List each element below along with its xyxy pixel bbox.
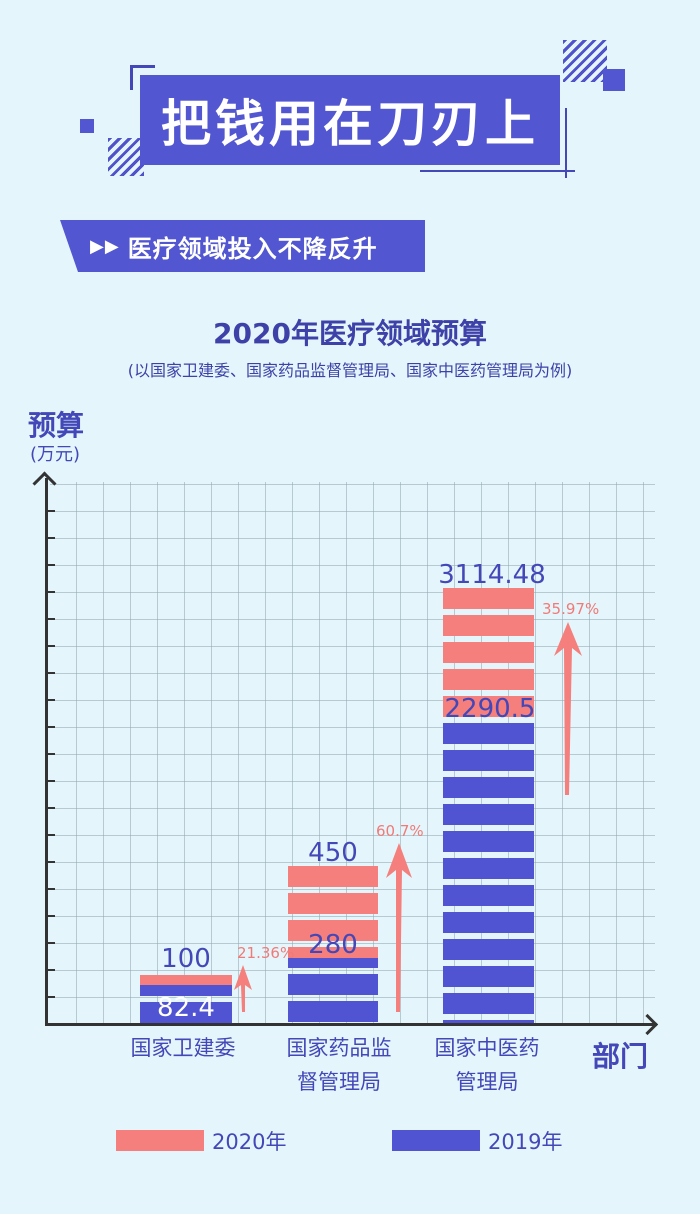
corner-line-horizontal	[420, 170, 575, 172]
bar-2020-stripe	[443, 615, 534, 636]
bar-2019-stripe	[443, 804, 534, 825]
bar-2019-stripe	[288, 958, 378, 968]
y-tick	[46, 753, 55, 755]
square-decoration-left	[80, 119, 94, 133]
square-decoration-right	[603, 69, 625, 91]
bar-2019-stripe	[443, 966, 534, 987]
bar-2019-stripe	[140, 985, 232, 996]
y-tick	[46, 537, 55, 539]
hatch-decoration-left	[108, 138, 144, 176]
bar-2019-stripe	[140, 1002, 232, 1023]
section-banner: ▶▶ 医疗领域投入不降反升	[60, 220, 425, 272]
legend-swatch-2019	[392, 1130, 480, 1151]
bar-2019-stripe	[288, 1001, 378, 1022]
value-label-2019-1: 280	[308, 930, 358, 960]
bar-2020-stripe	[288, 920, 378, 941]
bar-2019-stripe	[288, 974, 378, 995]
y-tick	[46, 942, 55, 944]
growth-label-2: 35.97%	[542, 600, 600, 618]
value-label-2019-2: 2290.5	[444, 694, 536, 724]
bar-2020-stripe	[443, 669, 534, 690]
value-label-2019-0: 82.4	[157, 993, 215, 1023]
bar-2019-stripe	[443, 885, 534, 906]
bar-2020-stripe	[140, 975, 232, 985]
hatch-decoration-right	[563, 40, 607, 82]
chart-subtitle: (以国家卫建委、国家药品监督管理局、国家中医药管理局为例)	[127, 361, 573, 380]
bar-2019-stripe	[443, 1020, 534, 1023]
y-tick	[46, 564, 55, 566]
y-tick	[46, 996, 55, 998]
y-tick	[46, 780, 55, 782]
y-axis	[45, 478, 48, 1026]
y-tick	[46, 726, 55, 728]
value-label-2020-1: 450	[308, 838, 358, 868]
y-tick	[46, 915, 55, 917]
y-tick	[46, 861, 55, 863]
value-label-2020-2: 3114.48	[438, 560, 546, 590]
y-tick	[46, 969, 55, 971]
bar-2019-stripe	[443, 750, 534, 771]
bar-group-0	[140, 0, 232, 1023]
category-label-1: 国家药品监 督管理局	[286, 1036, 392, 1094]
y-tick	[46, 834, 55, 836]
category-label-2: 国家中医药 管理局	[434, 1036, 540, 1094]
double-chevron-right-icon: ▶▶	[90, 235, 120, 257]
value-label-2020-0: 100	[161, 944, 211, 974]
y-tick	[46, 672, 55, 674]
bar-2020-stripe	[443, 642, 534, 663]
corner-bracket-top-left	[130, 65, 155, 90]
y-tick	[46, 699, 55, 701]
legend-label-2019: 2019年	[488, 1130, 563, 1154]
bar-2019-stripe	[443, 831, 534, 852]
bar-2020-stripe	[288, 947, 378, 958]
y-tick	[46, 618, 55, 620]
bar-2019-stripe	[443, 723, 534, 744]
y-tick	[46, 645, 55, 647]
y-tick	[46, 591, 55, 593]
chart-title: 2020年医疗领域预算	[213, 317, 487, 350]
x-axis-label: 部门	[592, 1040, 649, 1073]
y-tick	[46, 510, 55, 512]
category-label-0: 国家卫建委	[130, 1036, 236, 1060]
section-banner-text: 医疗领域投入不降反升	[127, 234, 378, 263]
bar-2020-stripe	[288, 893, 378, 914]
y-tick	[46, 807, 55, 809]
bar-2020-stripe	[288, 866, 378, 887]
bar-2019-stripe	[443, 939, 534, 960]
page-title: 把钱用在刀刃上	[140, 75, 560, 165]
bar-2019-stripe	[443, 777, 534, 798]
bar-2020-stripe	[443, 588, 534, 609]
x-axis	[45, 1023, 655, 1026]
bar-2019-stripe	[443, 993, 534, 1014]
legend-swatch-2020	[116, 1130, 204, 1151]
bar-group-1	[288, 0, 378, 1023]
legend-label-2020: 2020年	[212, 1130, 287, 1154]
growth-label-1: 60.7%	[376, 822, 424, 840]
growth-label-0: 21.36%	[237, 944, 295, 962]
y-axis-label: 预算	[28, 409, 85, 442]
bar-2019-stripe	[443, 912, 534, 933]
corner-line-vertical	[565, 108, 567, 178]
bar-2019-stripe	[443, 858, 534, 879]
bar-2020-stripe	[443, 696, 534, 717]
y-axis-unit: (万元)	[30, 444, 81, 465]
y-tick	[46, 888, 55, 890]
bar-group-2	[443, 0, 534, 1023]
